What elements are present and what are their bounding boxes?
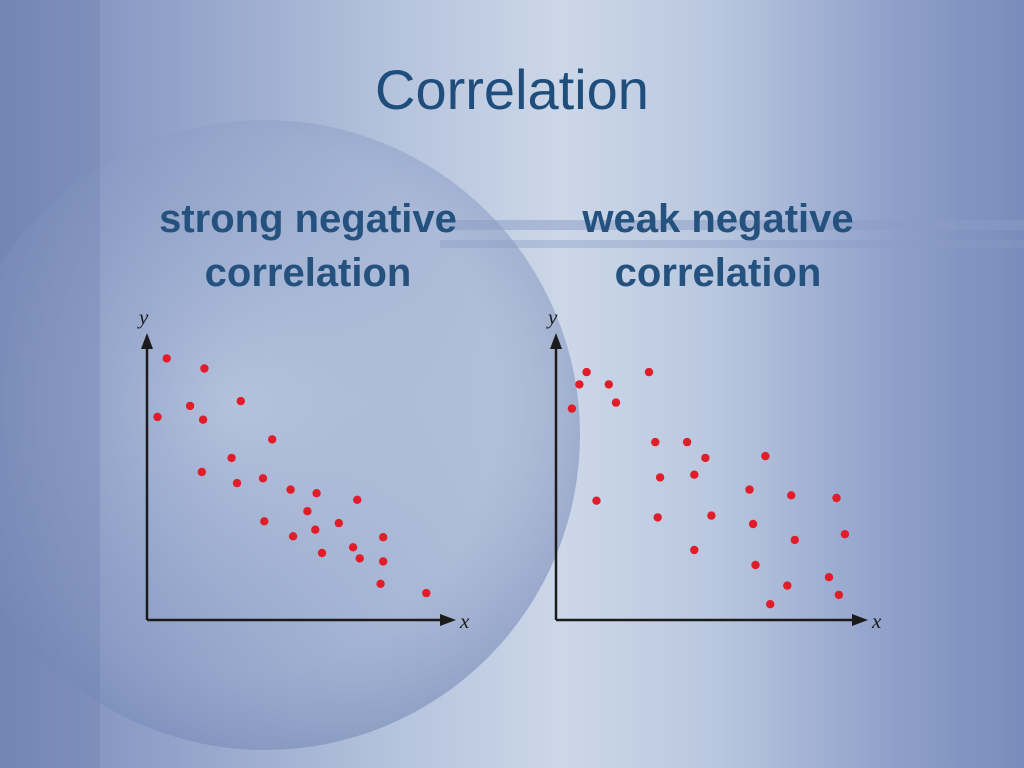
scatter-point — [312, 489, 321, 498]
x-axis-arrow — [440, 614, 456, 626]
scatter-point — [751, 560, 760, 570]
scatter-points — [153, 354, 431, 598]
y-axis-label: y — [546, 305, 558, 329]
scatter-point — [824, 573, 834, 582]
scatter-chart-weak-negative: y x — [546, 305, 882, 633]
scatter-point — [682, 437, 692, 447]
scatter-point — [303, 507, 312, 516]
y-axis-arrow — [141, 333, 153, 349]
scatter-point — [690, 470, 699, 479]
scatter-point — [260, 517, 269, 526]
scatter-point — [376, 579, 385, 588]
x-axis-label: x — [871, 609, 882, 633]
scatter-point — [690, 545, 699, 555]
scatter-point — [582, 367, 591, 377]
background-left-band — [0, 0, 100, 768]
scatter-point — [701, 453, 710, 463]
scatter-point — [790, 535, 799, 545]
scatter-point — [840, 530, 850, 539]
slide-title: Correlation — [375, 58, 649, 121]
scatter-point — [268, 435, 277, 444]
y-axis-arrow — [550, 333, 562, 349]
chart-title-weak-negative: weak negative correlation — [582, 197, 854, 295]
scatter-point — [567, 404, 577, 413]
scatter-point — [745, 485, 754, 494]
background-horizontal-band-2 — [440, 240, 1024, 248]
scatter-point — [288, 532, 298, 541]
x-axis-arrow — [852, 614, 868, 626]
scatter-point — [198, 415, 208, 424]
background-orb — [0, 120, 580, 750]
scatter-point — [348, 543, 358, 552]
scatter-point — [236, 396, 245, 406]
scatter-chart-strong-negative: y x — [137, 305, 470, 633]
scatter-point — [644, 367, 654, 377]
scatter-point — [286, 485, 295, 494]
scatter-point — [353, 495, 362, 504]
scatter-point — [379, 557, 388, 566]
scatter-point — [832, 493, 841, 503]
scatter-point — [185, 401, 195, 411]
scatter-point — [604, 380, 613, 389]
x-axis-label: x — [459, 609, 470, 633]
scatter-point — [422, 588, 431, 598]
scatter-point — [197, 467, 206, 477]
scatter-point — [575, 380, 584, 389]
scatter-point — [153, 412, 162, 422]
scatter-point — [232, 478, 242, 488]
scatter-point — [227, 453, 236, 463]
scatter-point — [707, 511, 716, 520]
scatter-points — [567, 367, 850, 609]
scatter-point — [200, 364, 209, 373]
scatter-point — [334, 518, 343, 528]
scatter-point — [787, 491, 796, 500]
scatter-point — [748, 519, 758, 529]
scatter-point — [783, 581, 792, 590]
background-right-band — [955, 0, 977, 768]
scatter-point — [653, 513, 662, 522]
scatter-point — [317, 548, 327, 558]
chart-title-strong-negative: strong negative correlation — [159, 197, 457, 295]
scatter-point — [379, 533, 388, 542]
scatter-point — [766, 600, 775, 609]
scatter-point — [611, 398, 621, 407]
scatter-point — [258, 474, 268, 483]
scatter-point — [651, 437, 660, 447]
scatter-point — [355, 554, 364, 563]
scatter-point — [162, 354, 171, 363]
scatter-point — [834, 590, 844, 600]
scatter-point — [592, 496, 601, 505]
scatter-point — [311, 525, 320, 534]
scatter-point — [655, 473, 665, 482]
background-horizontal-band — [440, 220, 1024, 230]
scatter-point — [761, 451, 770, 461]
y-axis-label: y — [137, 305, 149, 329]
